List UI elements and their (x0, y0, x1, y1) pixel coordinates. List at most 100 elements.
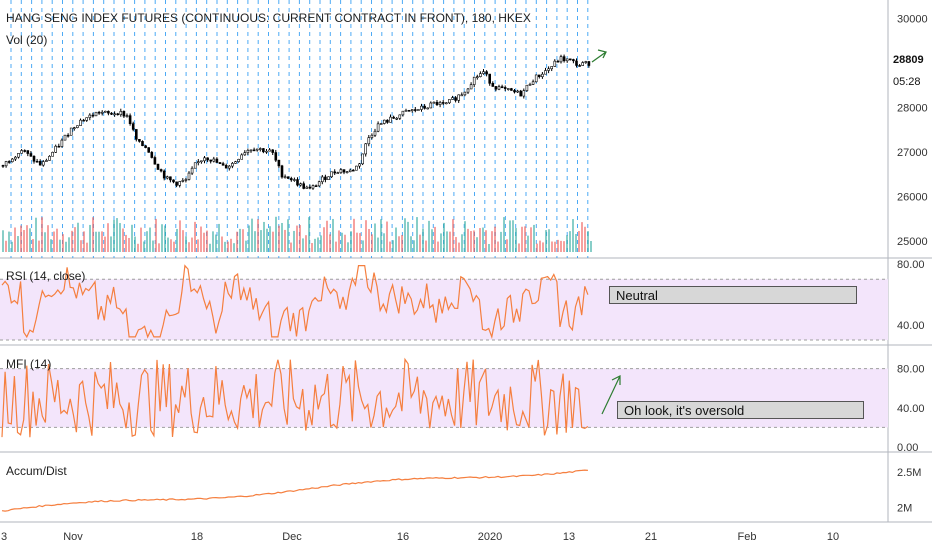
candle-body (317, 181, 321, 187)
candle-body (506, 88, 510, 90)
volume-bar (314, 238, 316, 252)
candle-body (243, 152, 247, 156)
candle-body (107, 110, 110, 114)
volume-bar (275, 216, 277, 252)
accum-dist-line (1, 469, 588, 512)
candle-body (367, 137, 371, 145)
candle-body (355, 165, 358, 171)
volume-bar (287, 219, 289, 252)
volume-bar (236, 231, 238, 252)
candle-body (454, 97, 457, 101)
volume-bar (278, 225, 280, 252)
candle-body (544, 70, 547, 75)
volume-bar (41, 217, 43, 252)
mfi-tick-label: 0.00 (897, 442, 918, 454)
candle-body (358, 163, 361, 167)
volume-bar (86, 242, 88, 252)
volume-bar (590, 241, 592, 252)
candle-body (190, 167, 194, 174)
rsi-annotation[interactable]: Neutral (609, 286, 857, 304)
candle-body (23, 150, 27, 152)
candle-body (491, 83, 495, 87)
candle-body (330, 171, 333, 178)
volume-bar (311, 243, 313, 252)
candle-body (203, 157, 206, 162)
candle-body (565, 58, 569, 62)
candle-body (209, 159, 212, 162)
candle-body (432, 101, 436, 104)
candle-body (218, 162, 222, 164)
candle-body (113, 113, 116, 116)
volume-bar (356, 232, 358, 252)
volume-bar (554, 241, 556, 252)
candle-body (255, 148, 259, 151)
volume-bar (395, 227, 397, 252)
candle-body (531, 81, 535, 85)
candle-body (187, 172, 191, 180)
candle-body (286, 176, 290, 179)
candle-body (327, 176, 330, 180)
volume-bar (11, 241, 13, 252)
candle-body (94, 111, 98, 117)
volume-bar (263, 221, 265, 252)
volume-bar (503, 217, 505, 252)
candle-body (119, 111, 123, 116)
candle-body (311, 185, 315, 189)
volume-bar (332, 218, 334, 252)
volume-bar (188, 242, 190, 252)
candle-body (277, 159, 281, 167)
candle-body (150, 152, 154, 158)
candle-body (280, 165, 284, 178)
volume-bar (470, 231, 472, 252)
volume-bar (296, 225, 298, 252)
volume-bar (206, 230, 208, 252)
volume-bar (467, 228, 469, 252)
volume-bar (221, 236, 223, 252)
volume-bar (584, 226, 586, 252)
candle-body (500, 86, 504, 88)
volume-bar (422, 228, 424, 252)
volume-bar (446, 231, 448, 252)
candle-body (262, 148, 265, 153)
volume-bar (491, 231, 493, 252)
volume-bar (209, 243, 211, 252)
mfi-annotation[interactable]: Oh look, it's oversold (617, 401, 864, 419)
x-tick-label: 3 (1, 531, 7, 543)
volume-bar (182, 230, 184, 252)
x-tick-label: 10 (827, 531, 839, 543)
volume-bar (449, 231, 451, 252)
candle-body (240, 154, 243, 160)
candle-body (11, 158, 14, 163)
volume-bar (359, 233, 361, 252)
volume-bar (29, 228, 31, 252)
volume-bar (560, 240, 562, 252)
candle-body (125, 115, 129, 117)
candle-body (32, 155, 36, 162)
volume-bar (230, 238, 232, 252)
volume-bar (425, 240, 427, 252)
candle-body (246, 149, 250, 153)
volume-bar (62, 234, 64, 252)
volume-bar (242, 229, 244, 252)
candle-body (510, 88, 513, 91)
volume-bar (116, 218, 118, 252)
volume-bar (269, 226, 271, 252)
volume-bar (203, 232, 205, 252)
candle-body (568, 58, 572, 61)
volume-bar (341, 232, 343, 252)
candle-body (448, 99, 451, 104)
candle-body (48, 155, 51, 161)
candle-body (339, 169, 343, 173)
volume-bar (110, 236, 112, 252)
volume-bar (164, 225, 166, 252)
candle-body (97, 111, 101, 114)
volume-bar (581, 222, 583, 252)
candle-body (156, 163, 160, 170)
volume-bar (512, 220, 514, 252)
volume-bar (302, 238, 304, 252)
candle-body (395, 117, 399, 120)
candle-body (258, 148, 262, 150)
candle-body (413, 109, 417, 111)
candle-body (435, 101, 439, 105)
